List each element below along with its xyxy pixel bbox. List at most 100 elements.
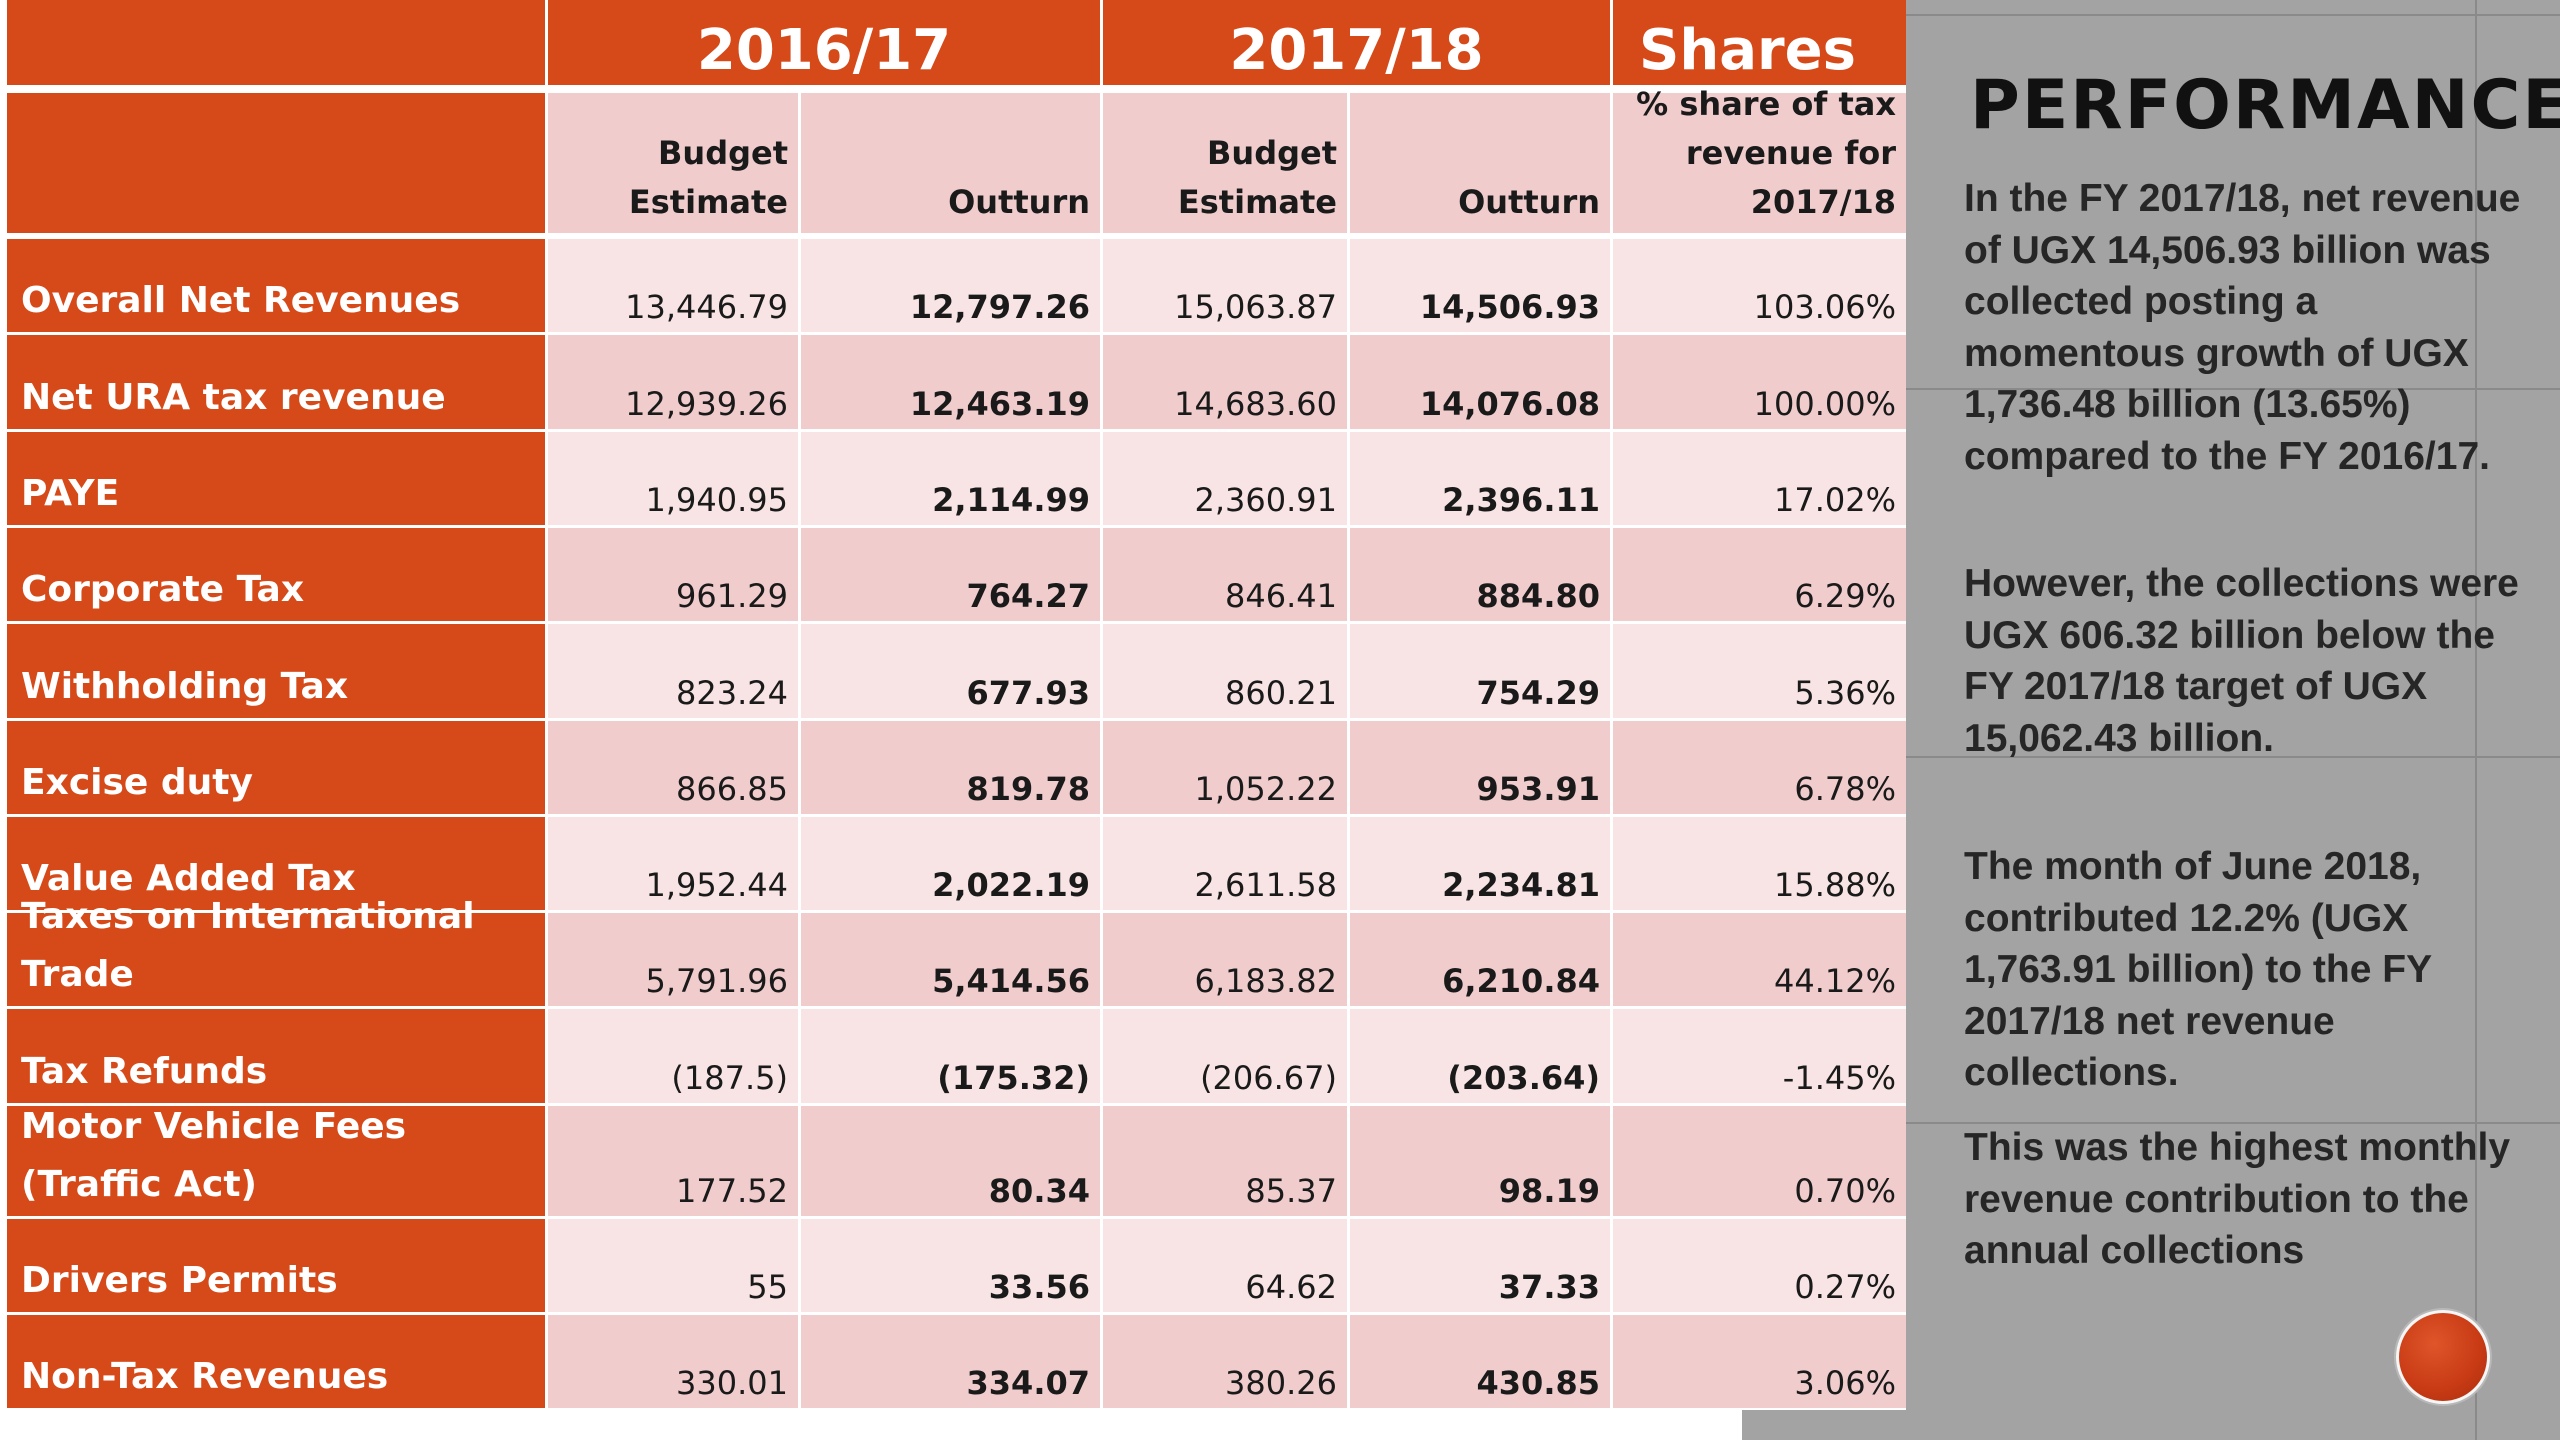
subheader-share: % share of tax revenue for 2017/18	[1613, 85, 1906, 233]
subheader-budget-line1: Budget	[1207, 134, 1337, 172]
subheader-share-line2: revenue for	[1685, 134, 1896, 172]
cell-budget-2017: 85.37	[1103, 1106, 1347, 1216]
cell-share: 100.00%	[1613, 335, 1906, 429]
cell-share: 0.27%	[1613, 1219, 1906, 1312]
cell-outturn-2017: 754.29	[1350, 624, 1610, 718]
row-label-line1: Motor Vehicle Fees	[21, 1106, 407, 1147]
row-label: Excise duty	[7, 721, 545, 814]
cell-outturn-2016: 2,114.99	[801, 432, 1100, 525]
row-label: Non-Tax Revenues	[7, 1315, 545, 1408]
cell-budget-2016: 961.29	[548, 528, 798, 621]
header-blank-cell	[7, 0, 545, 85]
cell-outturn-2017: 884.80	[1350, 528, 1610, 621]
row-label: Corporate Tax	[7, 528, 545, 621]
cell-share: 17.02%	[1613, 432, 1906, 525]
record-icon[interactable]	[2396, 1310, 2490, 1404]
cell-outturn-2017: 2,234.81	[1350, 817, 1610, 910]
panel-divider	[2475, 0, 2477, 1440]
cell-outturn-2017: 14,076.08	[1350, 335, 1610, 429]
panel-footer-strip	[1742, 1410, 2560, 1440]
cell-budget-2017: 1,052.22	[1103, 721, 1347, 814]
panel-paragraph-2: However, the collections were UGX 606.32…	[1964, 562, 2519, 760]
subheader-outturn-label: Outturn	[1458, 183, 1600, 221]
panel-divider	[1906, 14, 2560, 16]
cell-budget-2016: 12,939.26	[548, 335, 798, 429]
cell-share: -1.45%	[1613, 1009, 1906, 1103]
performance-panel	[1906, 0, 2560, 1440]
row-label: Drivers Permits	[7, 1219, 545, 1312]
row-label: Motor Vehicle Fees (Traffic Act)	[7, 1106, 545, 1216]
cell-share: 3.06%	[1613, 1315, 1906, 1408]
cell-share: 103.06%	[1613, 239, 1906, 332]
cell-outturn-2017: (203.64)	[1350, 1009, 1610, 1103]
cell-budget-2016: 866.85	[548, 721, 798, 814]
cell-budget-2016: 5,791.96	[548, 913, 798, 1006]
panel-paragraph-4: This was the highest monthly revenue con…	[1964, 1126, 2511, 1272]
cell-budget-2017: (206.67)	[1103, 1009, 1347, 1103]
cell-budget-2016: 823.24	[548, 624, 798, 718]
cell-outturn-2017: 2,396.11	[1350, 432, 1610, 525]
cell-outturn-2017: 98.19	[1350, 1106, 1610, 1216]
cell-budget-2017: 2,360.91	[1103, 432, 1347, 525]
subheader-budget-line1: Budget	[658, 134, 788, 172]
cell-share: 15.88%	[1613, 817, 1906, 910]
cell-outturn-2016: (175.32)	[801, 1009, 1100, 1103]
cell-budget-2016: 1,940.95	[548, 432, 798, 525]
cell-budget-2017: 860.21	[1103, 624, 1347, 718]
cell-outturn-2017: 6,210.84	[1350, 913, 1610, 1006]
cell-outturn-2016: 819.78	[801, 721, 1100, 814]
subheader-share-line3: 2017/18	[1750, 183, 1896, 221]
cell-budget-2017: 846.41	[1103, 528, 1347, 621]
cell-budget-2016: (187.5)	[548, 1009, 798, 1103]
cell-outturn-2016: 80.34	[801, 1106, 1100, 1216]
header-year-2017-18: 2017/18	[1103, 0, 1610, 85]
cell-outturn-2016: 677.93	[801, 624, 1100, 718]
cell-share: 6.78%	[1613, 721, 1906, 814]
cell-outturn-2016: 33.56	[801, 1219, 1100, 1312]
cell-share: 44.12%	[1613, 913, 1906, 1006]
row-label-line2: (Traffic Act)	[21, 1164, 257, 1205]
subheader-outturn-2017: Outturn	[1350, 93, 1610, 233]
panel-divider	[1906, 1122, 2560, 1124]
cell-outturn-2016: 12,463.19	[801, 335, 1100, 429]
row-label: Net URA tax revenue	[7, 335, 545, 429]
row-label: Taxes on International Trade	[7, 896, 545, 1006]
panel-paragraph-3: The month of June 2018, contributed 12.2…	[1964, 845, 2432, 1094]
cell-outturn-2016: 2,022.19	[801, 817, 1100, 910]
panel-divider	[1906, 756, 2560, 758]
cell-outturn-2017: 953.91	[1350, 721, 1610, 814]
cell-outturn-2016: 764.27	[801, 528, 1100, 621]
subheader-share-line1: % share of tax	[1636, 85, 1896, 123]
cell-budget-2017: 6,183.82	[1103, 913, 1347, 1006]
cell-budget-2016: 1,952.44	[548, 817, 798, 910]
panel-title: PERFORMANCE	[1970, 66, 2560, 145]
subheader-budget-estimate-2017: Budget Estimate	[1103, 93, 1347, 233]
cell-budget-2017: 64.62	[1103, 1219, 1347, 1312]
cell-budget-2017: 2,611.58	[1103, 817, 1347, 910]
panel-paragraph-1: In the FY 2017/18, net revenue of UGX 14…	[1964, 177, 2521, 478]
cell-share: 5.36%	[1613, 624, 1906, 718]
row-label: Overall Net Revenues	[7, 239, 545, 332]
row-label: PAYE	[7, 432, 545, 525]
header-year-2016-17: 2016/17	[548, 0, 1100, 85]
header-shares: Shares	[1613, 0, 1906, 85]
subheader-budget-line2: Estimate	[1177, 183, 1337, 221]
subheader-outturn-2016: Outturn	[801, 93, 1100, 233]
panel-divider	[1906, 388, 2560, 390]
row-label: Withholding Tax	[7, 624, 545, 718]
row-label: Value Added Tax	[7, 817, 545, 910]
cell-budget-2017: 14,683.60	[1103, 335, 1347, 429]
cell-budget-2016: 55	[548, 1219, 798, 1312]
cell-outturn-2016: 12,797.26	[801, 239, 1100, 332]
cell-budget-2016: 177.52	[548, 1106, 798, 1216]
subheader-budget-estimate-2016: Budget Estimate	[548, 93, 798, 233]
cell-outturn-2016: 334.07	[801, 1315, 1100, 1408]
cell-budget-2016: 13,446.79	[548, 239, 798, 332]
cell-budget-2016: 330.01	[548, 1315, 798, 1408]
row-label: Tax Refunds	[7, 1009, 545, 1103]
revenue-table: 2016/17 2017/18 Shares Budget Estimate O…	[7, 0, 1906, 1408]
cell-outturn-2016: 5,414.56	[801, 913, 1100, 1006]
cell-share: 6.29%	[1613, 528, 1906, 621]
cell-outturn-2017: 37.33	[1350, 1219, 1610, 1312]
subheader-budget-line2: Estimate	[628, 183, 788, 221]
